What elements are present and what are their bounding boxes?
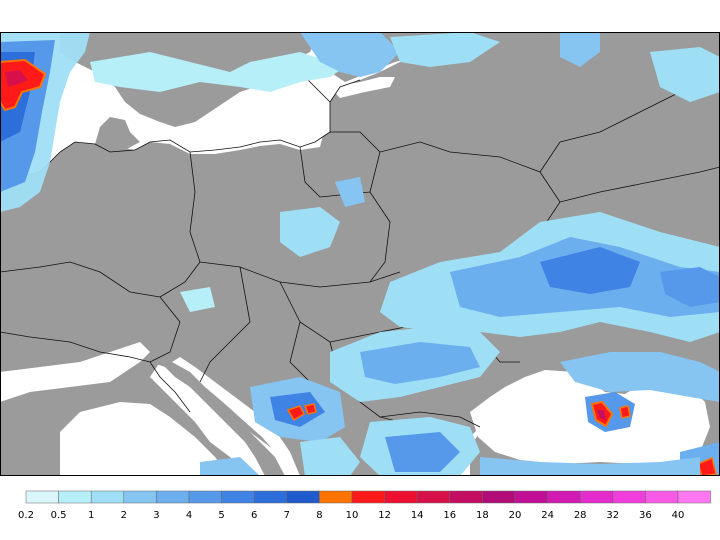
adriatic-sea — [172, 357, 300, 476]
precip-greece-west — [200, 457, 260, 476]
precip-bosnia-red — [286, 405, 305, 422]
legend-tick-label: 18 — [476, 510, 489, 521]
legend-swatch — [416, 490, 451, 504]
precip-hungary — [180, 287, 215, 312]
legend-swatch — [351, 490, 385, 504]
precip-russia-north — [560, 32, 600, 67]
legend-tick-label: 16 — [443, 510, 457, 521]
legend-tick-label: 14 — [410, 510, 424, 521]
legend-tick-label: 8 — [316, 510, 323, 521]
precip-baltic-states — [335, 177, 365, 207]
precip-ukraine-core — [540, 247, 640, 294]
land-denmark — [95, 117, 140, 152]
legend-swatch — [221, 490, 255, 504]
legend-tick-label: 10 — [345, 510, 359, 521]
legend-swatch — [253, 490, 288, 504]
legend-tick-label: 0.2 — [18, 510, 34, 521]
precip-turkey-coast — [480, 457, 700, 476]
legend-tick-label: 1 — [88, 510, 95, 521]
gulf-of-finland — [330, 77, 395, 98]
precip-romania — [360, 342, 480, 384]
legend-swatch — [579, 490, 614, 504]
legend-tick-label: 5 — [218, 510, 225, 521]
precip-scandinavia — [90, 52, 360, 92]
precip-bulgaria-core — [385, 432, 460, 472]
legend-swatch — [514, 490, 548, 504]
legend-swatch — [449, 490, 483, 504]
precipitation-map — [0, 32, 720, 476]
legend-tick-label: 12 — [378, 510, 391, 521]
precip-bosnia-red-2 — [303, 403, 317, 415]
legend-tick-label: 4 — [185, 510, 193, 521]
precip-black-sea-magenta — [597, 410, 606, 420]
legend-swatch — [156, 490, 190, 504]
legend-tick-label: 28 — [573, 510, 587, 521]
legend-tick-label: 7 — [283, 510, 290, 521]
legend-tick-label: 36 — [639, 510, 652, 521]
precip-georgia-red — [697, 456, 717, 476]
precipitation-layer — [0, 32, 720, 476]
precip-greece-nw — [300, 437, 360, 476]
legend-tick-label: 20 — [508, 510, 522, 521]
legend-swatch — [90, 490, 125, 504]
legend-tick-label: 2 — [120, 510, 127, 521]
legend-swatch — [547, 490, 581, 504]
legend-tick-label: 0.5 — [50, 510, 67, 521]
precip-norway-magenta — [5, 70, 28, 87]
precip-black-sea-small — [619, 405, 631, 419]
legend-swatch — [286, 490, 320, 504]
legend-swatch — [384, 490, 418, 504]
legend-swatch — [677, 490, 711, 504]
precip-crimea-band — [560, 352, 720, 402]
legend-color-bar — [25, 490, 711, 504]
precip-russia-ne — [650, 47, 720, 102]
legend-tick-label: 40 — [671, 510, 685, 521]
legend-tick-label: 3 — [153, 510, 160, 521]
legend-swatch — [25, 490, 59, 504]
precip-finland-2 — [390, 32, 500, 67]
precip-finland — [300, 32, 400, 77]
legend-swatch — [612, 490, 646, 504]
land-italy — [150, 362, 285, 476]
legend-swatch — [58, 490, 92, 504]
color-legend: 0.2 0.5 1 2 3 4 5 6 7 8 10 12 14 16 18 20 24 28 32 36 40 — [0, 488, 720, 528]
tyrrhenian-sea — [60, 402, 230, 476]
precip-poland — [280, 207, 340, 257]
legend-tick-label: 24 — [541, 510, 554, 521]
legend-swatch — [482, 490, 516, 504]
legend-swatch — [188, 490, 222, 504]
legend-swatch — [123, 490, 157, 504]
precip-russia-south — [660, 267, 720, 307]
legend-tick-label: 6 — [251, 510, 258, 521]
legend-swatch — [319, 490, 353, 504]
legend-tick-label: 32 — [606, 510, 620, 521]
legend-swatch — [645, 490, 679, 504]
